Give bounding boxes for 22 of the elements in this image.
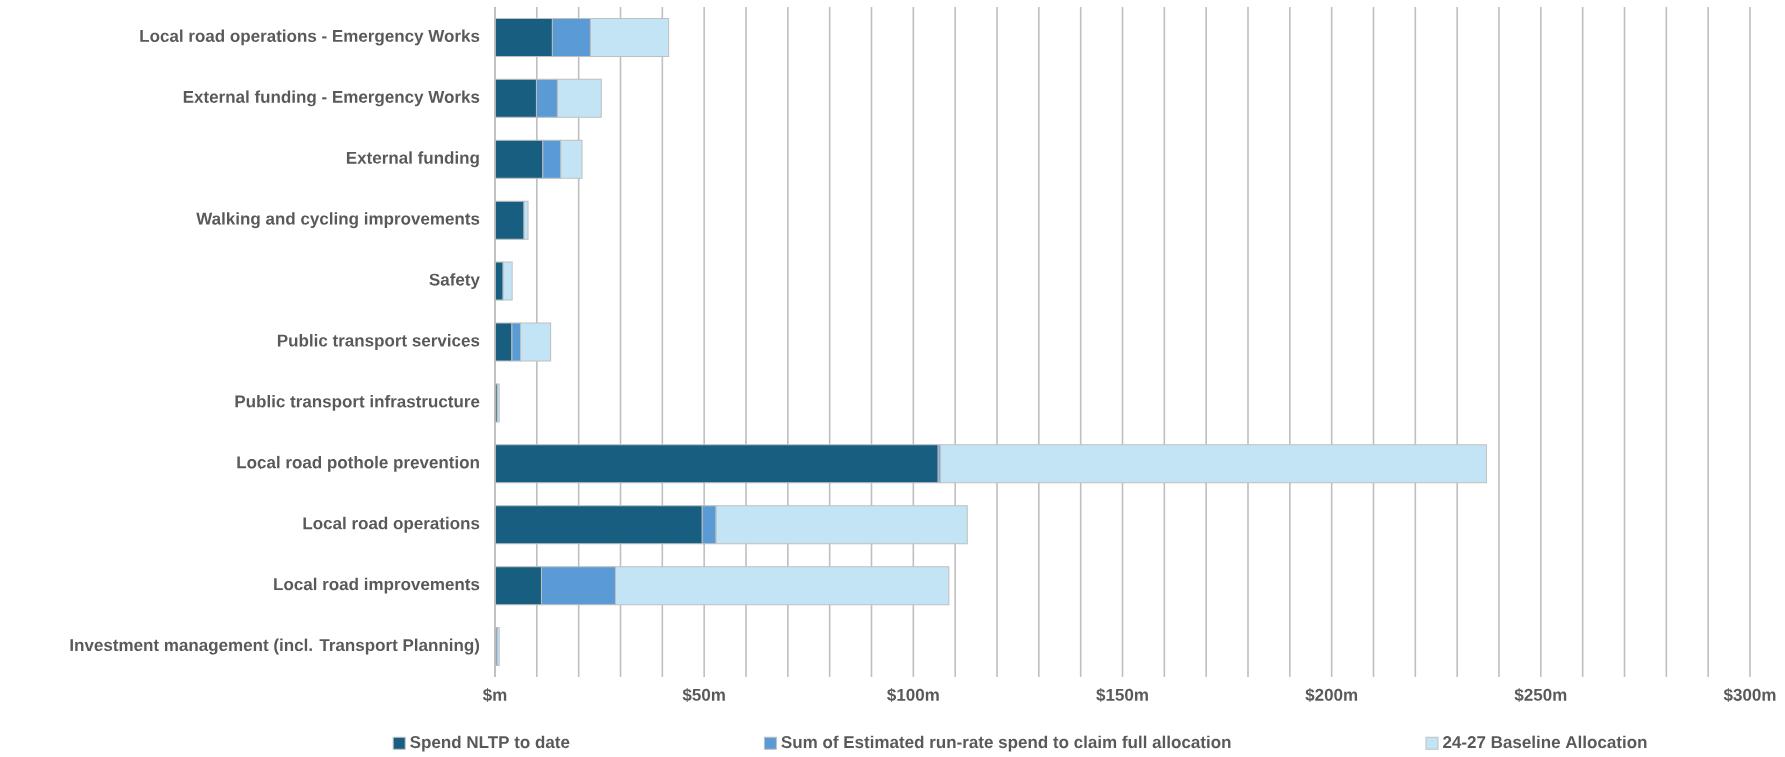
y-tick-label: Investment management (incl. Transport Planning) [70,638,480,655]
x-tick-label: $200m [1305,688,1358,702]
y-tick-label: Walking and cycling improvements [196,212,480,229]
y-tick-label: Local road improvements [274,577,480,594]
legend-label: Sum of Estimated run-rate spend to claim full allocation [781,735,1231,752]
y-tick-label: External funding [346,151,479,168]
legend-label: 24-27 Baseline Allocation [1443,735,1647,749]
x-tick-label: $100m [887,688,939,702]
x-tick-label: $300m [1723,688,1776,702]
x-tick-label: $150m [1096,688,1148,702]
y-tick-label: Local road operations [303,516,480,533]
legend-label: Spend NLTP to date [410,735,570,752]
y-tick-label: External funding - Emergency Works [183,90,480,107]
x-tick-label: $50m [682,688,725,702]
x-tick-label: $m [482,688,507,702]
y-tick-label: Public transport services [277,334,480,350]
y-tick-label: Public transport infrastructure [235,394,480,411]
y-tick-label: Local road pothole prevention [237,455,479,472]
y-tick-label: Local road operations - Emergency Works [140,29,480,46]
x-tick-label: $250m [1514,688,1567,702]
y-tick-label: Safety [429,273,480,290]
bar [939,444,1487,484]
